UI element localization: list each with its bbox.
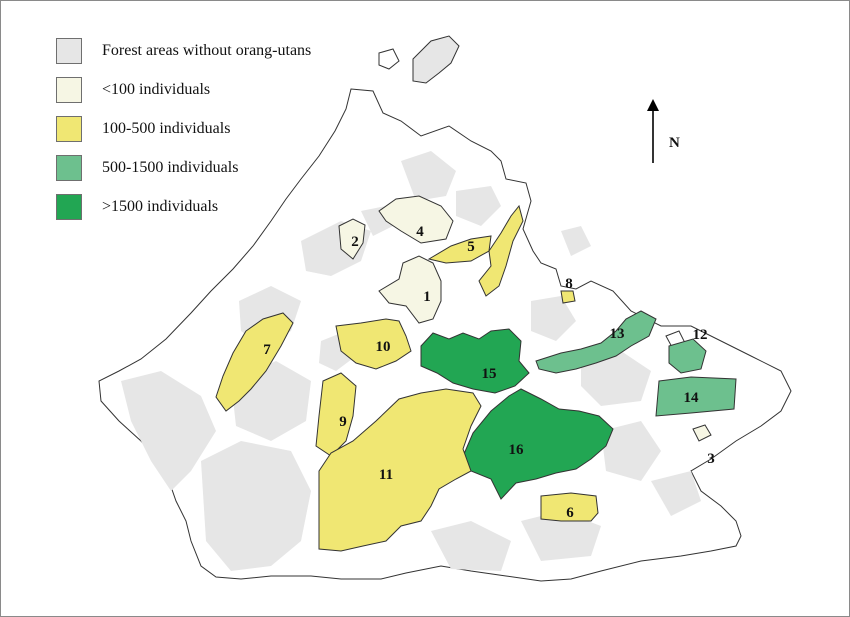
legend-label: <100 individuals bbox=[102, 80, 211, 98]
region-6 bbox=[540, 492, 599, 522]
region-8 bbox=[560, 290, 576, 304]
region-10 bbox=[335, 318, 412, 370]
regions-under-100 bbox=[338, 195, 712, 442]
region-13 bbox=[535, 310, 657, 374]
legend-label: 500-1500 individuals bbox=[102, 158, 239, 176]
legend-label: Forest areas without orang-utans bbox=[102, 41, 312, 59]
legend-item: 100-500 individuals bbox=[56, 115, 311, 142]
label-region-2: 2 bbox=[351, 234, 359, 250]
legend-swatch-500-1500 bbox=[56, 154, 82, 181]
island-northwest bbox=[378, 48, 400, 70]
region-2 bbox=[338, 218, 366, 260]
legend-item: 500-1500 individuals bbox=[56, 154, 311, 181]
region-4 bbox=[378, 195, 454, 244]
label-region-15: 15 bbox=[482, 366, 497, 382]
region-14 bbox=[655, 376, 737, 417]
label-region-12: 12 bbox=[693, 327, 708, 343]
region-9 bbox=[315, 372, 357, 457]
region-15 bbox=[420, 328, 530, 394]
legend-item: Forest areas without orang-utans bbox=[56, 37, 311, 64]
label-region-11: 11 bbox=[379, 467, 393, 483]
island-north bbox=[412, 35, 460, 84]
region-labels: 1 2 3 4 5 6 7 8 9 10 11 12 13 14 15 16 bbox=[263, 224, 715, 521]
legend: Forest areas without orang-utans <100 in… bbox=[56, 37, 311, 232]
label-region-13: 13 bbox=[610, 326, 625, 342]
region-7 bbox=[215, 312, 294, 412]
regions-over-1500 bbox=[420, 328, 614, 500]
label-region-7: 7 bbox=[263, 342, 271, 358]
legend-swatch-under-100 bbox=[56, 76, 82, 103]
north-label: N bbox=[669, 135, 680, 151]
label-region-8: 8 bbox=[565, 276, 573, 292]
label-region-6: 6 bbox=[566, 505, 574, 521]
label-region-9: 9 bbox=[339, 414, 347, 430]
legend-item: >1500 individuals bbox=[56, 193, 311, 220]
label-region-10: 10 bbox=[376, 339, 391, 355]
label-region-14: 14 bbox=[684, 390, 700, 406]
legend-label: >1500 individuals bbox=[102, 197, 219, 215]
north-arrow: N bbox=[647, 99, 680, 163]
legend-label: 100-500 individuals bbox=[102, 119, 231, 137]
region-3 bbox=[692, 424, 712, 442]
region-11 bbox=[318, 388, 482, 552]
legend-swatch-over-1500 bbox=[56, 193, 82, 220]
regions-100-500 bbox=[215, 204, 599, 552]
region-5-branch bbox=[478, 204, 524, 297]
regions-500-1500 bbox=[535, 310, 737, 417]
legend-item: <100 individuals bbox=[56, 76, 311, 103]
label-region-3: 3 bbox=[707, 451, 715, 467]
region-16 bbox=[460, 388, 614, 500]
region-1 bbox=[378, 255, 442, 324]
legend-swatch-forest bbox=[56, 37, 82, 64]
label-region-16: 16 bbox=[509, 442, 525, 458]
legend-swatch-100-500 bbox=[56, 115, 82, 142]
label-region-4: 4 bbox=[416, 224, 424, 240]
region-12 bbox=[668, 338, 707, 374]
region-5 bbox=[427, 235, 492, 264]
label-region-5: 5 bbox=[467, 239, 475, 255]
label-region-1: 1 bbox=[423, 289, 431, 305]
north-arrow-icon bbox=[647, 99, 659, 111]
